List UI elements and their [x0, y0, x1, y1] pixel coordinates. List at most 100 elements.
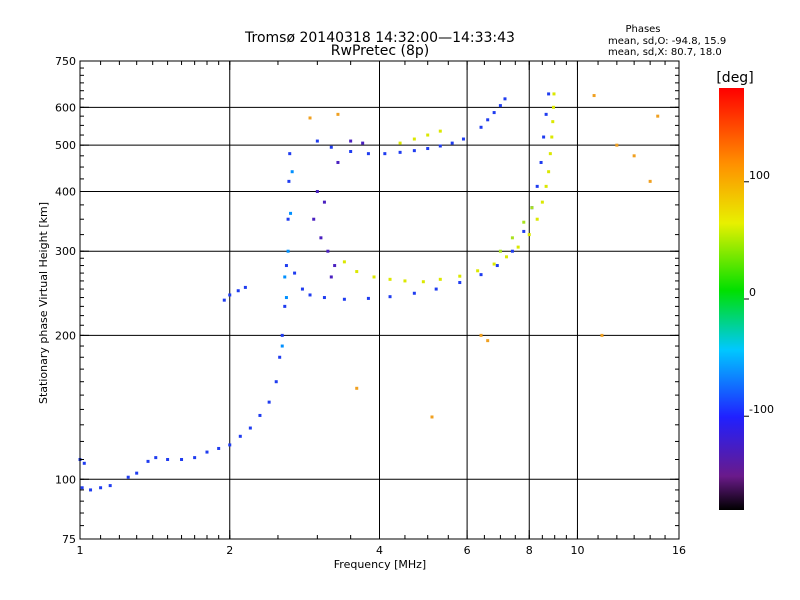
data-points-layer [78, 92, 660, 492]
data-point [461, 137, 465, 141]
data-point [498, 249, 502, 253]
data-point [495, 264, 499, 268]
colorbar-gradient [719, 88, 744, 510]
colorbar-tick-label: 0 [749, 286, 756, 299]
y-axis-label: Stationary phase Virtual Height [km] [37, 202, 50, 404]
data-point [286, 249, 290, 253]
data-point [530, 206, 534, 210]
data-point [217, 446, 221, 450]
data-point [492, 262, 496, 266]
y-tick-label: 100 [55, 473, 76, 486]
data-point [648, 179, 652, 183]
colorbar-label: [deg] [716, 70, 753, 86]
data-point [349, 139, 353, 143]
data-point [258, 413, 262, 417]
grid-layer [80, 61, 679, 539]
y-tick-label: 300 [55, 245, 76, 258]
data-point [278, 355, 282, 359]
data-point [388, 277, 392, 281]
data-point [479, 273, 483, 277]
data-point [238, 434, 242, 438]
y-tick-label: 750 [55, 55, 76, 68]
data-point [516, 245, 520, 249]
data-point [333, 264, 337, 268]
data-point [236, 289, 240, 293]
data-point [205, 450, 209, 454]
data-point [319, 236, 323, 240]
data-point [430, 415, 434, 419]
data-point [544, 112, 548, 116]
y-tick-label: 600 [55, 101, 76, 114]
data-point [228, 293, 232, 297]
data-point [498, 104, 502, 108]
data-point [412, 291, 416, 295]
data-point [308, 116, 312, 120]
data-point [535, 184, 539, 188]
data-point [108, 484, 112, 488]
data-point [284, 296, 288, 300]
data-point [180, 457, 184, 461]
stats-title: Phases [625, 24, 660, 35]
data-point [492, 111, 496, 115]
data-point [504, 255, 508, 259]
data-point [248, 426, 252, 430]
data-point [293, 271, 297, 275]
data-point [300, 287, 304, 291]
data-point [355, 270, 359, 274]
data-point [355, 386, 359, 390]
colorbar-tick-label: -100 [749, 403, 774, 416]
data-point [315, 139, 319, 143]
data-point [510, 249, 514, 253]
y-tick-label: 75 [62, 533, 76, 546]
y-tick-label: 200 [55, 329, 76, 342]
data-point [544, 184, 548, 188]
data-point [476, 269, 480, 273]
data-point [166, 457, 170, 461]
data-point [193, 456, 197, 460]
data-point [80, 486, 84, 490]
data-point [539, 160, 543, 164]
data-point [510, 236, 514, 240]
data-point [398, 150, 402, 154]
data-point [146, 459, 150, 463]
y-tick-label: 400 [55, 185, 76, 198]
data-point [535, 217, 539, 221]
data-point [312, 217, 316, 221]
data-point [280, 333, 284, 337]
data-point [329, 275, 333, 279]
data-point [600, 333, 604, 337]
data-point [361, 141, 365, 145]
stats-line-o: mean, sd,O: -94.8, 15.9 [608, 36, 726, 47]
chart-subtitle: RwPretec (8p) [331, 43, 429, 59]
data-point [552, 92, 556, 96]
data-point [656, 114, 660, 118]
data-point [421, 280, 425, 284]
data-point [349, 149, 353, 153]
data-point [290, 170, 294, 174]
stats-line-x: mean, sd,X: 80.7, 18.0 [608, 47, 722, 58]
data-point [522, 220, 526, 224]
data-point [82, 461, 86, 465]
y-tick-label: 500 [55, 139, 76, 152]
data-point [308, 293, 312, 297]
data-point [550, 135, 554, 139]
data-point [438, 144, 442, 148]
data-point [280, 344, 284, 348]
data-point [366, 296, 370, 300]
data-point [383, 152, 387, 156]
data-point [99, 486, 103, 490]
chart-title: Tromsø 20140318 14:32:00—14:33:43 [244, 30, 515, 46]
data-point [503, 97, 507, 101]
data-point [336, 112, 340, 116]
axes-layer: 1 2 4 6 8 10 16 75 100 200 300 400 500 600 750 [55, 55, 686, 557]
data-point [322, 296, 326, 300]
data-point [372, 275, 376, 279]
x-tick-label: 4 [376, 544, 383, 557]
data-point [412, 137, 416, 141]
data-point [438, 277, 442, 281]
data-point [286, 217, 290, 221]
colorbar: 100 0 -100 [719, 88, 774, 510]
data-point [283, 304, 287, 308]
data-point [412, 149, 416, 153]
